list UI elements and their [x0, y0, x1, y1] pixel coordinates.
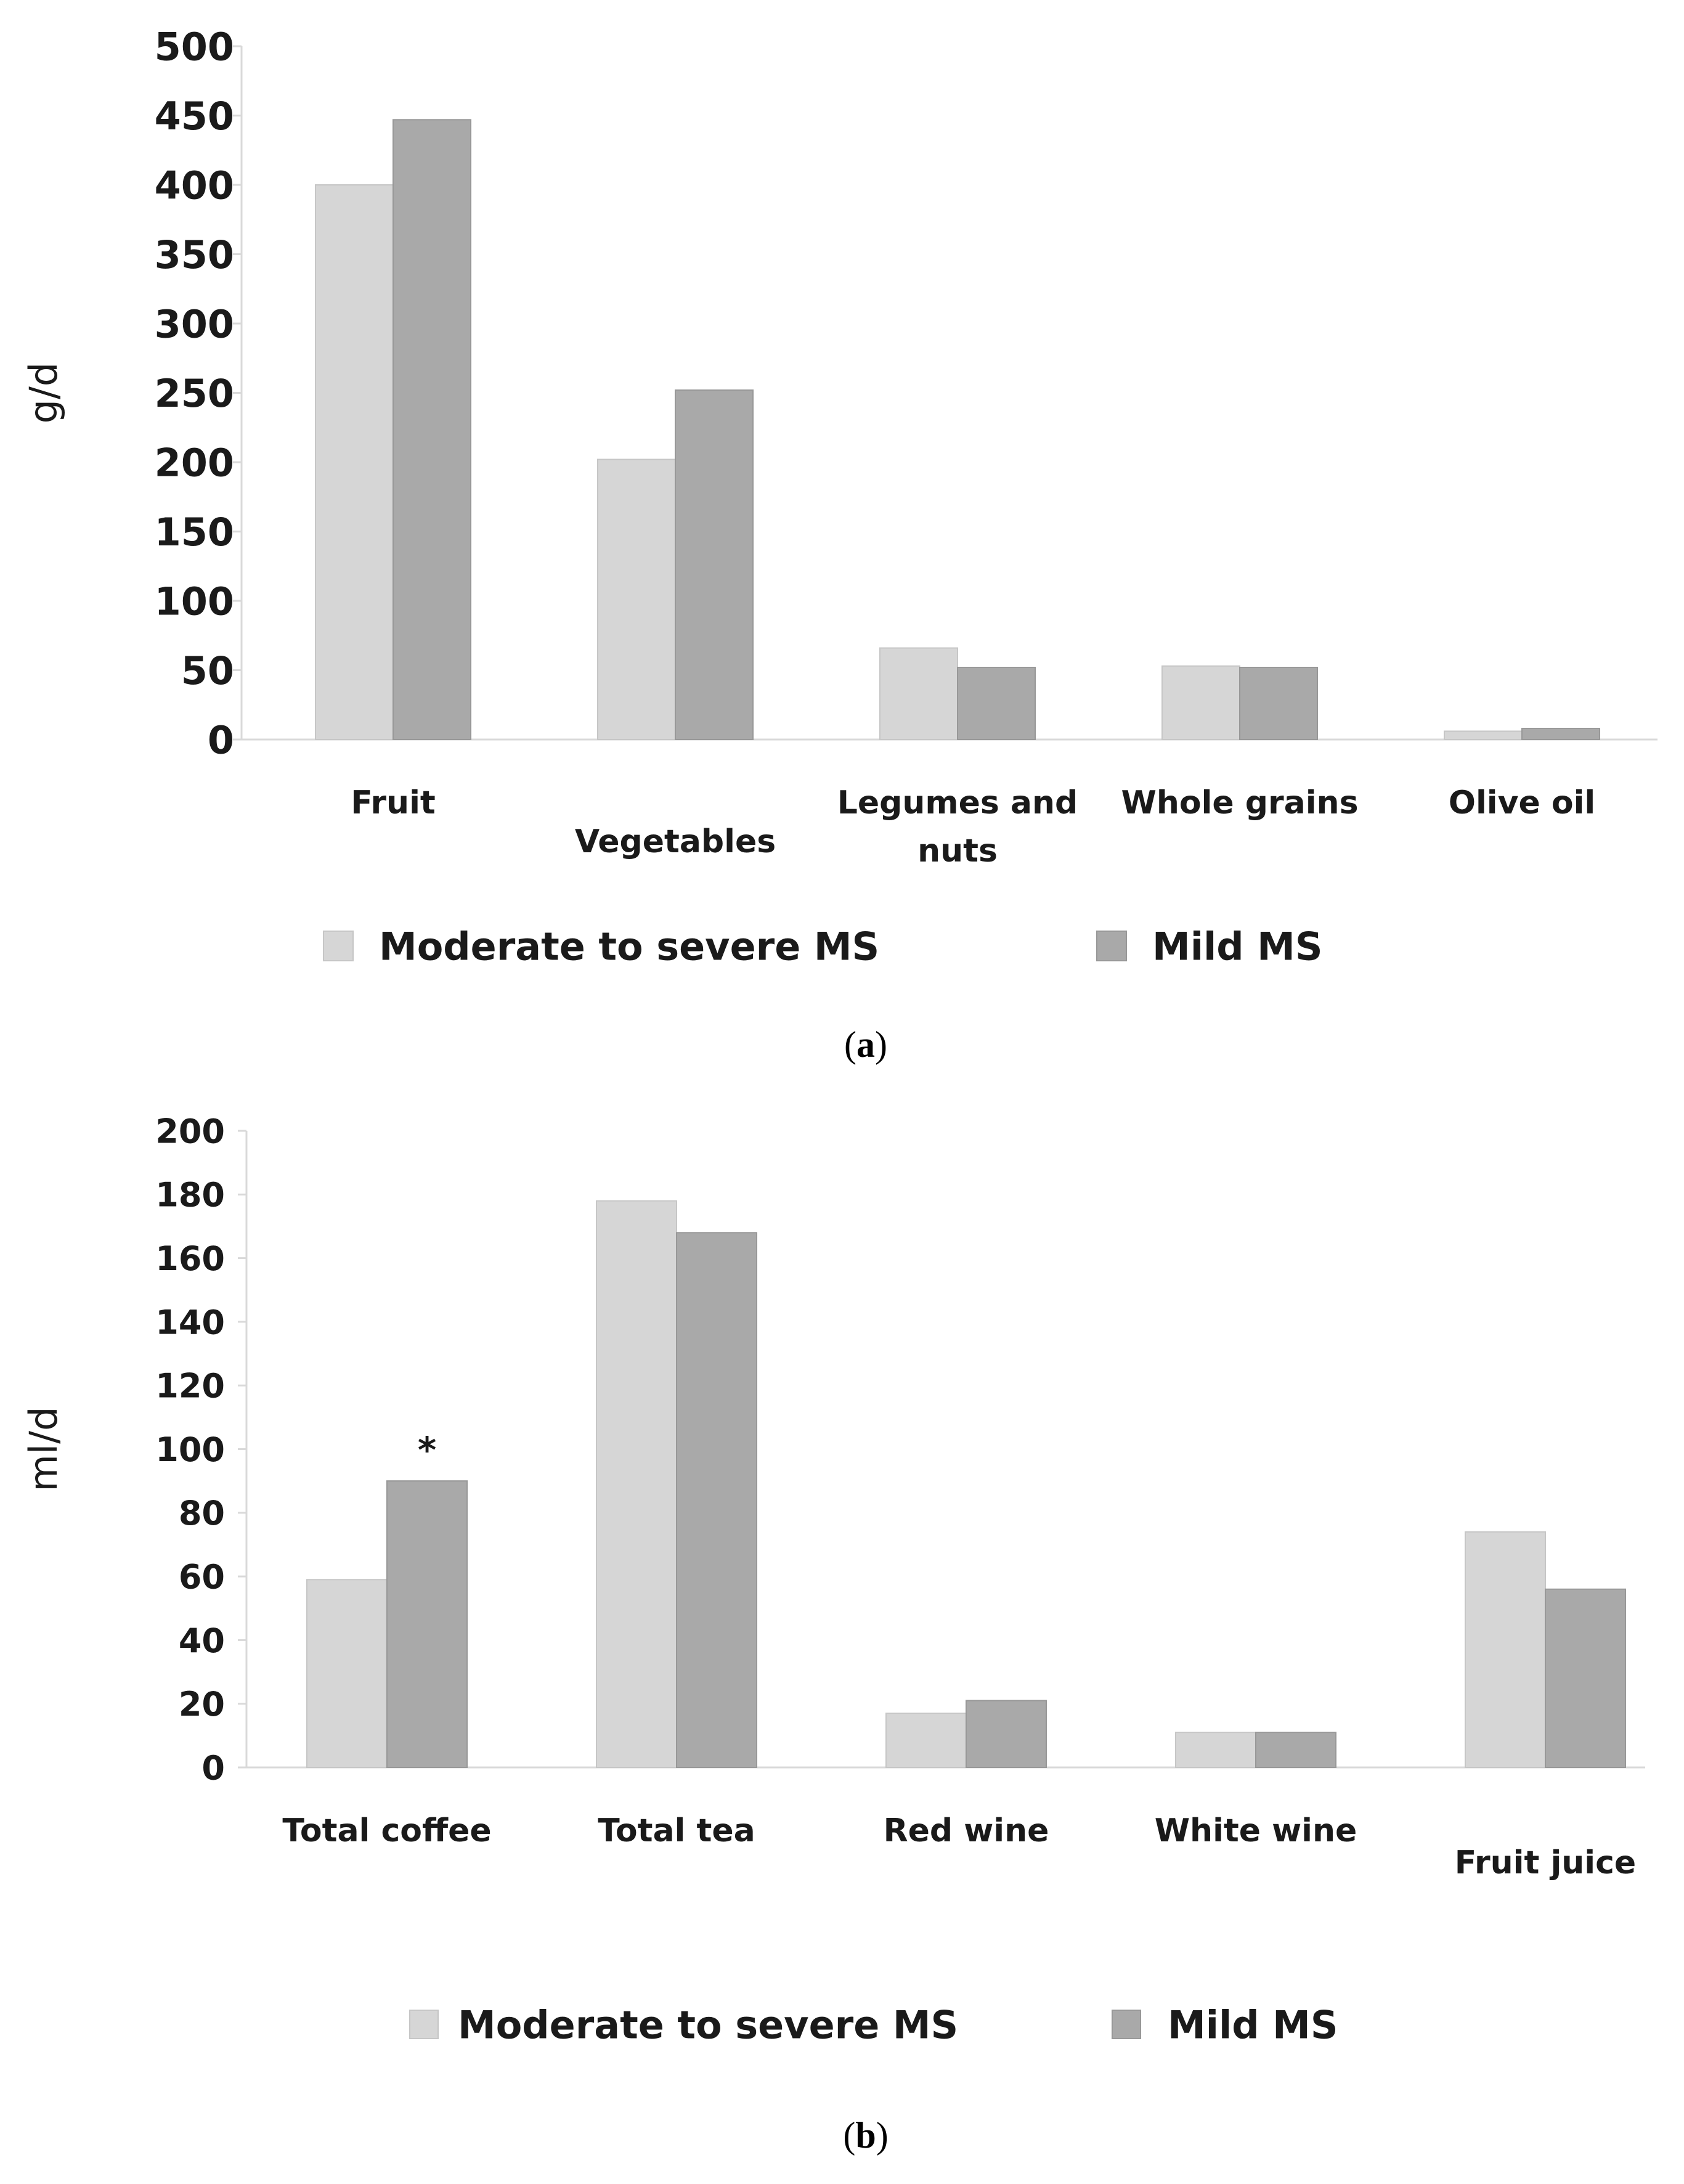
- panel-a-category-label: Fruit: [351, 784, 436, 821]
- panel-a-caption-letter: a: [856, 1024, 875, 1065]
- panel-b-bar-mild-2: [966, 1700, 1047, 1768]
- panel-b-bar-moderate-to-severe-4: [1465, 1531, 1546, 1769]
- panel-a-bar-moderate-to-severe-1: [597, 458, 676, 740]
- panel-a-category-label: Vegetables: [575, 823, 776, 860]
- panel-b-bar-mild-3: [1255, 1732, 1336, 1769]
- panel-a-y-tick-label: 100: [155, 579, 234, 624]
- panel-a-bar-mild-0: [393, 119, 471, 740]
- panel-b-y-tick-label: 0: [201, 1748, 225, 1787]
- panel-b-y-tick-label: 200: [155, 1112, 225, 1151]
- panel-b-bar-moderate-to-severe-3: [1175, 1732, 1256, 1769]
- panel-a-legend-swatch-moderate-to-severe: [323, 931, 354, 961]
- panel-a-legend-label-mild: Mild MS: [1152, 924, 1323, 969]
- panel-a-bar-moderate-to-severe-0: [315, 184, 394, 740]
- panel-b-caption-close-paren: ): [876, 2115, 889, 2156]
- panel-a-category-label-line: nuts: [917, 833, 998, 870]
- panel-a-category-label-line: Fruit: [351, 784, 436, 821]
- panel-a-category-label: Olive oil: [1449, 784, 1596, 821]
- panel-b-y-tick-label: 120: [155, 1367, 225, 1406]
- panel-a-category-label-line: Olive oil: [1449, 784, 1596, 821]
- panel-b-y-tick-label: 160: [155, 1239, 225, 1278]
- panel-a-bar-mild-1: [675, 389, 754, 740]
- panel-b-y-tick-label: 140: [155, 1303, 225, 1342]
- panel-a-category-label-line: Vegetables: [575, 823, 776, 860]
- panel-a-category-label-line: Whole grains: [1121, 784, 1358, 821]
- panel-b-bar-moderate-to-severe-2: [885, 1713, 967, 1769]
- panel-b-category-label: Total tea: [598, 1812, 755, 1849]
- panel-a-y-axis-label: g/d: [21, 362, 66, 424]
- panel-a-y-tick-label: 150: [155, 510, 234, 555]
- panel-a-bar-moderate-to-severe-2: [879, 647, 958, 740]
- panel-b-category-label-line: White wine: [1155, 1812, 1357, 1849]
- panel-a-y-tick-label: 50: [181, 648, 234, 693]
- panel-b-chart: 0 20 40 60 80 100 120 140 160 180 200 ml/d Total cof…: [21, 1112, 1645, 2156]
- panel-a-y-tick-label: 250: [155, 371, 234, 416]
- panel-a-caption-close-paren: ): [875, 1024, 887, 1065]
- panel-b-legend-label-moderate-to-severe: Moderate to severe MS: [458, 2002, 958, 2047]
- panel-a-y-tick-label: 200: [155, 440, 234, 485]
- panel-a-bar-mild-2: [957, 667, 1036, 740]
- panel-a-y-tick-label: 300: [155, 301, 234, 346]
- panel-b-legend-swatch-mild: [1112, 2010, 1141, 2039]
- panel-b-y-tick-label: 40: [179, 1621, 225, 1660]
- panel-a-y-tick-label: 0: [208, 717, 234, 762]
- panel-b-significance-asterisk: *: [418, 1429, 436, 1471]
- panel-b-y-tick-label: 180: [155, 1176, 225, 1215]
- panel-a-chart: 0 50 100 150 200 250 300 350 400 450 500 g/d Fruit Ve…: [21, 24, 1658, 1065]
- panel-a-bar-mild-4: [1521, 728, 1600, 740]
- panel-b-y-axis-label: ml/d: [21, 1407, 66, 1492]
- panel-b-bar-mild-0: [386, 1480, 468, 1768]
- panel-b-y-tick-label: 20: [179, 1685, 225, 1724]
- panel-a-y-tick-label: 450: [155, 94, 234, 139]
- panel-a-y-tick-label: 400: [155, 163, 234, 208]
- panel-a-y-tick-label: 500: [155, 24, 234, 69]
- panel-a-category-label-line: Legumes and: [837, 784, 1078, 821]
- panel-a-bar-mild-3: [1239, 667, 1318, 740]
- panel-a-category-label: Legumes and nuts: [837, 784, 1078, 870]
- panel-a-y-tick-label: 350: [155, 232, 234, 277]
- panel-b-y-tick-label: 100: [155, 1430, 225, 1469]
- panel-b-bar-mild-1: [676, 1232, 757, 1768]
- panel-b-y-tick-label: 80: [179, 1494, 225, 1533]
- panel-b-caption-letter: b: [855, 2115, 876, 2156]
- panel-b-bar-mild-4: [1545, 1588, 1626, 1768]
- panel-b-category-label: White wine: [1155, 1812, 1357, 1849]
- panel-b-bar-moderate-to-severe-0: [306, 1579, 388, 1768]
- panel-b-category-label-line: Total tea: [598, 1812, 755, 1849]
- panel-b-legend-swatch-moderate-to-severe: [409, 2010, 439, 2039]
- panel-b-caption-open-paren: (: [843, 2115, 855, 2156]
- panel-b-category-label: Red wine: [884, 1812, 1049, 1849]
- panel-a-bar-moderate-to-severe-3: [1161, 665, 1240, 740]
- panel-b-category-label-line: Fruit juice: [1455, 1844, 1636, 1881]
- panel-b-category-label: Fruit juice: [1455, 1844, 1636, 1881]
- panel-b-y-tick-label: 60: [179, 1558, 225, 1597]
- panel-a-caption: (a): [844, 1024, 887, 1065]
- panel-b-caption: (b): [843, 2115, 888, 2156]
- panel-b-category-label: Total coffee: [282, 1812, 491, 1849]
- panel-b-category-label-line: Red wine: [884, 1812, 1049, 1849]
- panel-a-legend-swatch-mild: [1096, 931, 1127, 961]
- panel-a-caption-open-paren: (: [844, 1024, 856, 1065]
- panel-a-category-label: Whole grains: [1121, 784, 1358, 821]
- panel-a-legend-label-moderate-to-severe: Moderate to severe MS: [379, 924, 879, 969]
- panel-b-bar-moderate-to-severe-1: [596, 1200, 677, 1768]
- panel-b-legend-label-mild: Mild MS: [1168, 2002, 1338, 2047]
- panel-a-bar-moderate-to-severe-4: [1444, 730, 1523, 740]
- panel-b-category-label-line: Total coffee: [282, 1812, 491, 1849]
